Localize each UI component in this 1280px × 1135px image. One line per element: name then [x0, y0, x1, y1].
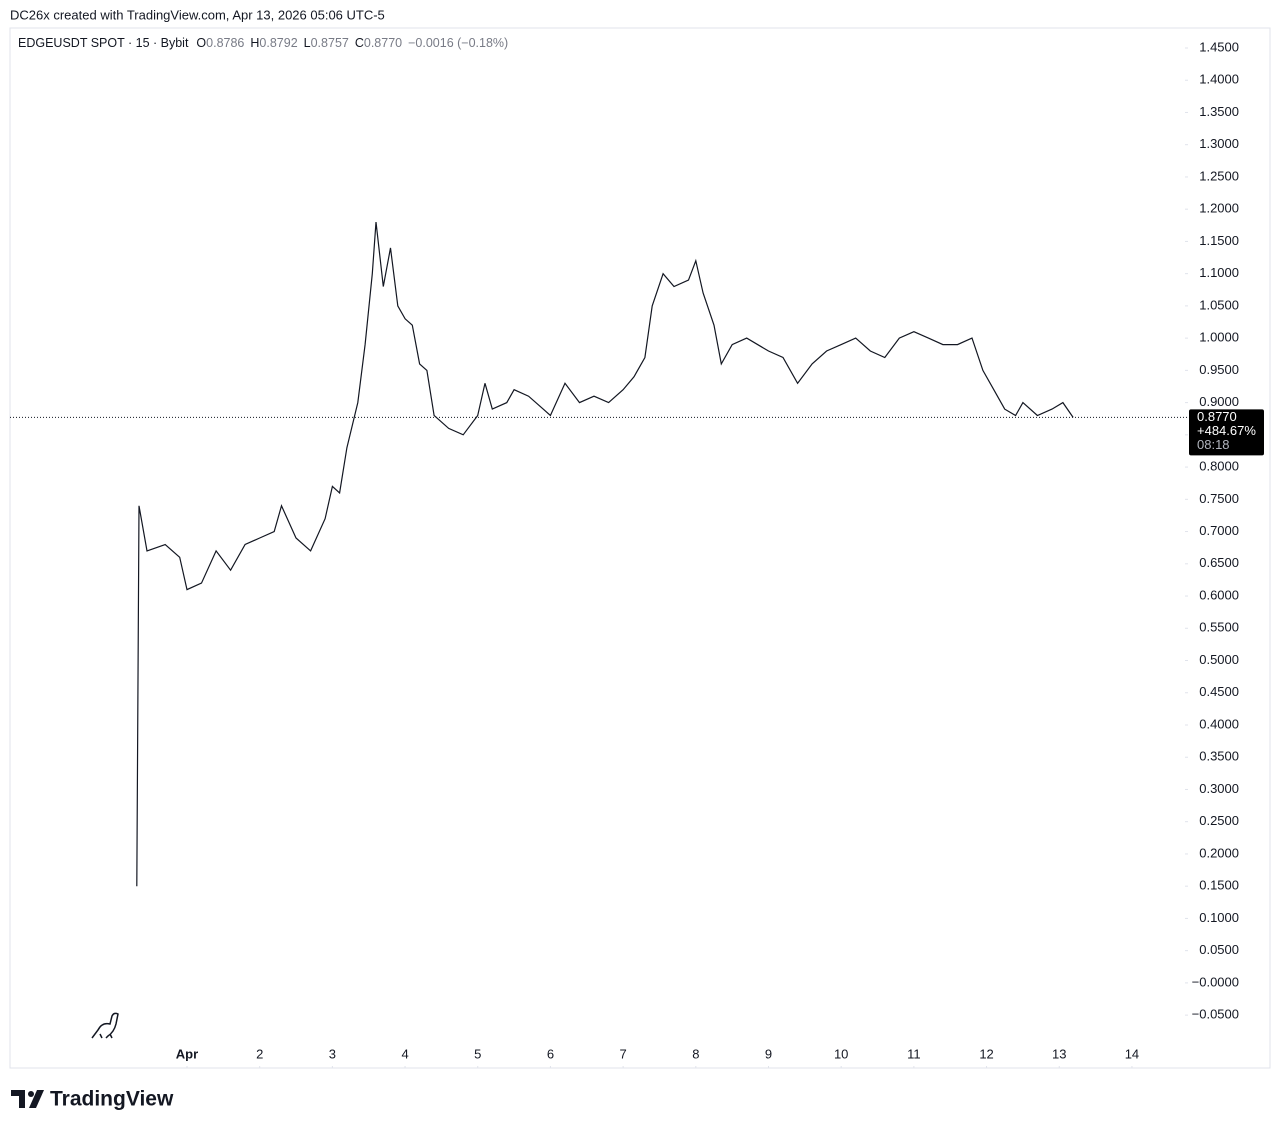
y-tick-label: 1.0500 — [1199, 297, 1239, 312]
y-tick-label: 1.1500 — [1199, 233, 1239, 248]
y-tick-label: 1.3000 — [1199, 136, 1239, 151]
x-tick-label: 6 — [547, 1046, 554, 1061]
y-tick-label: −0.0000 — [1192, 974, 1239, 989]
y-tick-label: 0.1500 — [1199, 878, 1239, 893]
legend-item: 0.8757 — [311, 36, 349, 50]
legend-text: EDGEUSDT SPOT · 15 · Bybit O0.8786 H0.8792… — [18, 36, 508, 50]
last-price-label: 0.8770 — [1197, 409, 1237, 424]
y-tick-label: 0.4500 — [1199, 684, 1239, 699]
y-tick-label: 1.0000 — [1199, 330, 1239, 345]
countdown: 08:18 — [1197, 437, 1230, 452]
price-line — [136, 222, 1074, 887]
y-tick-label: 0.3000 — [1199, 781, 1239, 796]
y-tick-label: 0.5000 — [1199, 652, 1239, 667]
y-tick-label: 0.9500 — [1199, 362, 1239, 377]
y-tick-label: 1.3500 — [1199, 104, 1239, 119]
brand-logo — [11, 1090, 44, 1108]
legend-item: H — [250, 36, 259, 50]
y-tick-label: 0.4000 — [1199, 716, 1239, 731]
y-tick-label: 1.4000 — [1199, 72, 1239, 87]
legend: EDGEUSDT SPOT · 15 · Bybit O0.8786 H0.8792… — [18, 36, 508, 50]
y-tick-label: −0.0500 — [1192, 1007, 1239, 1022]
y-tick-label: 0.5500 — [1199, 620, 1239, 635]
header: DC26x created with TradingView.com, Apr … — [10, 7, 385, 22]
legend-item: 0.8786 — [206, 36, 244, 50]
x-tick-label: 4 — [401, 1046, 408, 1061]
y-tick-label: 0.9000 — [1199, 394, 1239, 409]
legend-item: 0.8770 — [364, 36, 402, 50]
last-price-box — [1189, 409, 1264, 456]
y-tick-label: 0.6000 — [1199, 587, 1239, 602]
frame — [9, 27, 1271, 1069]
x-tick-label: 5 — [474, 1046, 481, 1061]
x-tick-label: 3 — [329, 1046, 336, 1061]
change-label: +484.67% — [1197, 423, 1256, 438]
y-tick-label: 0.7500 — [1199, 491, 1239, 506]
y-tick-label: 0.7000 — [1199, 523, 1239, 538]
y-tick-label: 0.1000 — [1199, 910, 1239, 925]
y-tick-label: 0.3500 — [1199, 749, 1239, 764]
x-tick-label: 12 — [979, 1046, 993, 1061]
y-tick-label: 1.2500 — [1199, 168, 1239, 183]
y-tick-label: 1.4500 — [1199, 39, 1239, 54]
y-tick-label: 0.6500 — [1199, 555, 1239, 570]
legend-item: 0.8792 — [259, 36, 297, 50]
x-tick-label: Apr — [176, 1046, 198, 1061]
x-tick-label: 10 — [834, 1046, 848, 1061]
x-tick-label: 11 — [907, 1046, 921, 1061]
y-tick-label: 0.2000 — [1199, 845, 1239, 860]
dino-icon — [91, 1012, 119, 1039]
y-tick-label: 0.2500 — [1199, 813, 1239, 828]
x-tick-label: 13 — [1052, 1046, 1066, 1061]
x-tick-label: 9 — [765, 1046, 772, 1061]
brand-name: TradingView — [50, 1088, 174, 1111]
y-tick-label: 0.8000 — [1199, 459, 1239, 474]
legend-item: L — [304, 36, 311, 50]
x-tick-label: 7 — [620, 1046, 627, 1061]
x-tick-label: 8 — [692, 1046, 699, 1061]
y-tick-label: 1.1000 — [1199, 265, 1239, 280]
y-tick-label: 0.0500 — [1199, 942, 1239, 957]
legend-item: C — [355, 36, 364, 50]
x-tick-label: 2 — [256, 1046, 263, 1061]
y-tick-label: 1.2000 — [1199, 201, 1239, 216]
legend-item: −0.0016 (−0.18%) — [408, 36, 508, 50]
legend-item: EDGEUSDT SPOT · 15 · Bybit — [18, 36, 189, 50]
x-tick-label: 14 — [1125, 1046, 1139, 1061]
legend-item: O — [196, 36, 206, 50]
